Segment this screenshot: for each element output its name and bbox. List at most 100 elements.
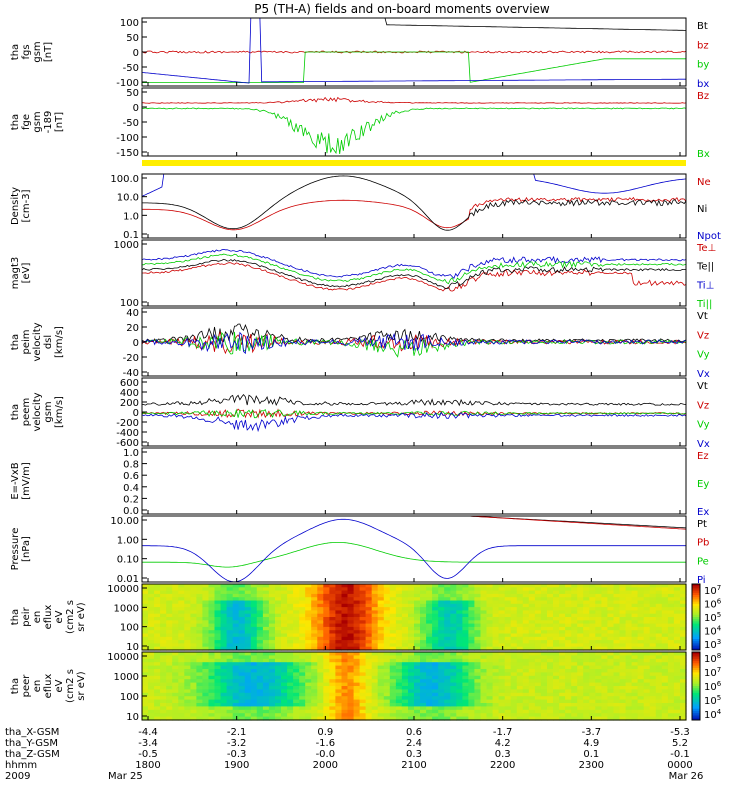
spectrogram-cell xyxy=(365,669,373,673)
spectrogram-cell xyxy=(613,652,621,656)
spectrogram-cell xyxy=(516,593,524,598)
spectrogram-cell xyxy=(232,658,240,663)
spectrogram-cell xyxy=(438,709,445,714)
spectrogram-cell xyxy=(220,587,228,592)
spectrogram-cell xyxy=(680,633,687,638)
spectrogram-cell xyxy=(540,692,548,697)
spectrogram-cell xyxy=(643,626,651,631)
spectrogram-cell xyxy=(444,613,451,618)
spectrogram-cell xyxy=(184,699,191,704)
spectrogram-cell xyxy=(432,603,439,608)
spectrogram-cell xyxy=(220,617,228,621)
spectrogram-cell xyxy=(540,587,548,592)
spectrogram-cell xyxy=(184,617,191,621)
y-axis-label-line: en xyxy=(32,611,43,624)
spectrogram-cell xyxy=(661,689,669,694)
spectrogram-cell xyxy=(540,640,548,644)
spectrogram-cell xyxy=(661,679,669,684)
spectrogram-cell xyxy=(534,584,542,588)
spectrogram-cell xyxy=(383,636,391,641)
spectrogram-cell xyxy=(220,652,228,656)
spectrogram-cell xyxy=(262,597,270,602)
y-axis-label-line: (cm2 s xyxy=(65,669,76,703)
spectrogram-cell xyxy=(528,682,536,687)
spectrogram-cell xyxy=(268,716,276,721)
spectrogram-cell xyxy=(643,643,651,648)
spectrogram-cell xyxy=(305,617,312,621)
spectrogram-cell xyxy=(389,696,397,701)
spectrogram-cell xyxy=(637,587,645,592)
spectrogram-cell xyxy=(649,613,657,618)
spectrogram-cell xyxy=(565,620,572,625)
spectrogram-cell xyxy=(571,709,578,714)
spectrogram-cell xyxy=(256,699,264,704)
spectrogram-cell xyxy=(377,646,385,651)
spectrogram-cell xyxy=(504,646,512,651)
spectrogram-cell xyxy=(383,617,391,621)
spectrogram-cell xyxy=(329,652,336,656)
spectrogram-cell xyxy=(184,675,191,680)
spectrogram-cell xyxy=(353,603,361,608)
spectrogram-cell xyxy=(432,593,439,598)
spectrogram-cell xyxy=(401,672,409,677)
y-tick-label: 10 xyxy=(126,712,139,723)
legend-entry-Vy: Vy xyxy=(697,350,710,361)
spectrogram-cell xyxy=(383,613,391,618)
spectrogram-cell xyxy=(661,597,669,602)
spectrogram-cell xyxy=(341,597,349,602)
spectrogram-cell xyxy=(323,617,330,621)
spectrogram-cell xyxy=(528,669,536,673)
spectrogram-cell xyxy=(178,590,185,595)
spectrogram-cell xyxy=(202,626,209,631)
spectrogram-cell xyxy=(547,682,554,687)
spectrogram-cell xyxy=(389,643,397,648)
spectrogram-cell xyxy=(474,652,481,656)
spectrogram-cell xyxy=(172,662,179,667)
colorbar-step xyxy=(692,588,700,592)
spectrogram-cell xyxy=(643,584,651,588)
spectrogram-cell xyxy=(389,630,397,635)
spectrogram-cell xyxy=(462,709,469,714)
spectrogram-cell xyxy=(528,662,536,667)
spectrogram-cell xyxy=(377,689,385,694)
spectrogram-cell xyxy=(577,607,584,611)
spectrogram-cell xyxy=(262,603,270,608)
spectrogram-cell xyxy=(450,655,457,660)
spectrogram-cell xyxy=(643,617,651,621)
spectrogram-cell xyxy=(142,617,149,621)
spectrogram-cell xyxy=(510,709,518,714)
spectrogram-cell xyxy=(655,610,663,615)
spectrogram-cell xyxy=(166,600,173,605)
spectrogram-cell xyxy=(371,646,379,651)
spectrogram-cell xyxy=(142,689,149,694)
spectrogram-cell xyxy=(329,590,336,595)
spectrogram-cell xyxy=(281,689,288,694)
spectrogram-cell xyxy=(468,623,475,628)
spectrogram-cell xyxy=(389,617,397,621)
spectrogram-cell xyxy=(281,686,288,690)
spectrogram-cell xyxy=(148,584,155,588)
spectrogram-cell xyxy=(275,658,282,663)
spectrogram-cell xyxy=(329,669,336,673)
spectrogram-cell xyxy=(305,696,312,701)
spectrogram-cell xyxy=(275,713,282,718)
spectrogram-cell xyxy=(190,587,197,592)
spectrogram-cell xyxy=(377,607,385,611)
spectrogram-cell xyxy=(553,669,560,673)
spectrogram-cell xyxy=(323,593,330,598)
spectrogram-cell xyxy=(311,620,318,625)
spectrogram-cell xyxy=(226,640,234,644)
spectrogram-cell xyxy=(655,617,663,621)
spectrogram-cell xyxy=(196,655,203,660)
spectrogram-cell xyxy=(377,652,385,656)
spectrogram-cell xyxy=(226,655,234,660)
spectrogram-cell xyxy=(553,610,560,615)
spectrogram-cell xyxy=(262,689,270,694)
spectrogram-cell xyxy=(673,640,681,644)
spectrogram-cell xyxy=(426,696,433,701)
spectrogram-cell xyxy=(468,603,475,608)
spectrogram-cell xyxy=(341,620,349,625)
spectrogram-cell xyxy=(607,672,614,677)
spectrogram-cell xyxy=(667,672,675,677)
